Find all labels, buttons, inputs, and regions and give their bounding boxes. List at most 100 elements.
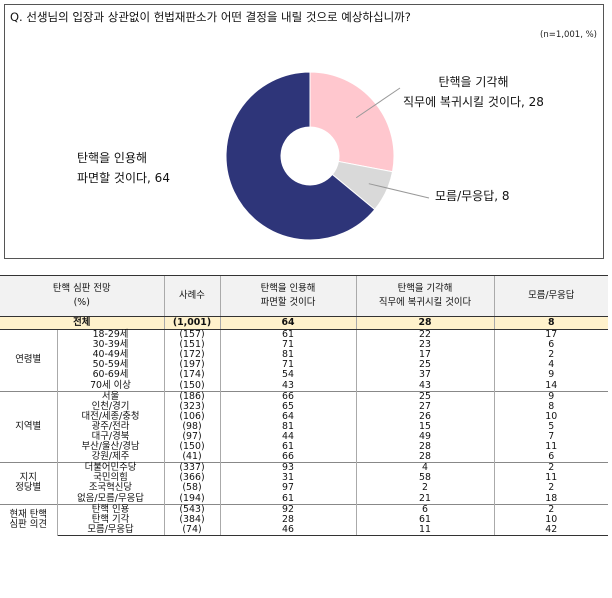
row-cite: 71 xyxy=(219,340,356,351)
label-cite-line1: 탄핵을 인용해 xyxy=(77,151,148,165)
row-dismiss: 28 xyxy=(355,442,494,453)
row-cite: 44 xyxy=(219,431,356,443)
row-dismiss: 4 xyxy=(355,462,494,474)
table-row: 지지 정당별 더불어민주당 (337) 93 4 2 xyxy=(0,462,608,505)
header-cite-line1: 탄핵을 인용해 xyxy=(260,283,316,294)
row-unknown: 17 xyxy=(493,329,608,341)
group-label-line: 연령별 xyxy=(15,354,42,366)
table-row: 광주/전라 (98) 81 15 5 xyxy=(0,420,608,432)
leader-line-dismiss xyxy=(355,87,401,119)
row-label: 조국혁신당 xyxy=(88,482,133,494)
row-dismiss: 11 xyxy=(355,525,494,536)
row-dismiss: 23 xyxy=(355,340,494,351)
table-row: 현재 탄핵 심판 의견 탄핵 인용 (543) 92 6 2 xyxy=(0,503,608,536)
row-n: (41) xyxy=(163,452,220,463)
table-row: 부산/울산/경남 (150) 61 28 11 xyxy=(0,441,608,453)
row-dismiss: 37 xyxy=(355,370,494,381)
row-dismiss: 6 xyxy=(355,503,494,515)
header-dismiss-line2: 직무에 복귀시킬 것이다 xyxy=(378,297,472,308)
group-label: 현재 탄핵 심판 의견 xyxy=(0,503,58,536)
group-label-line: 정당별 xyxy=(15,482,42,494)
row-n: (543) xyxy=(163,503,220,515)
group-label-line: 지지 xyxy=(19,472,37,484)
total-dismiss: 28 xyxy=(355,316,494,330)
crosstab-table: 탄핵 심판 전망 (%) 사례수 탄핵을 인용해 파면할 것이다 탄핵을 기각해… xyxy=(0,275,608,536)
row-unknown: 11 xyxy=(493,473,608,484)
row-unknown: 8 xyxy=(493,401,608,412)
row-n: (151) xyxy=(163,340,220,351)
slice-dismiss xyxy=(309,71,395,173)
row-dismiss: 25 xyxy=(355,390,494,402)
row-dismiss: 58 xyxy=(355,473,494,484)
row-n: (157) xyxy=(163,329,220,341)
row-unknown: 11 xyxy=(493,442,608,453)
row-dismiss: 22 xyxy=(355,329,494,341)
row-cite: 65 xyxy=(219,401,356,412)
table-row: 지역별 서울 (186) 66 25 9 xyxy=(0,390,608,463)
row-n: (97) xyxy=(163,431,220,443)
row-cite: 64 xyxy=(219,411,356,422)
table-row: 조국혁신당 (58) 97 2 2 xyxy=(0,482,608,494)
row-dismiss: 25 xyxy=(355,360,494,371)
table-row: 없음/모름/무응답 (194) 61 21 18 xyxy=(0,493,608,505)
row-n: (150) xyxy=(163,380,220,392)
row-cite: 61 xyxy=(219,493,356,505)
question-title: Q. 선생님의 입장과 상관없이 헌법재판소가 어떤 결정을 내릴 것으로 예상… xyxy=(10,10,411,24)
row-label: 광주/전라 xyxy=(91,420,130,432)
row-unknown: 6 xyxy=(493,340,608,351)
row-unknown: 6 xyxy=(493,452,608,463)
row-unknown: 14 xyxy=(493,380,608,392)
row-dismiss: 21 xyxy=(355,493,494,505)
row-cite: 93 xyxy=(219,462,356,474)
row-label: 18-29세 xyxy=(57,329,164,341)
row-label: 인천/경기 xyxy=(91,400,130,412)
row-n: (174) xyxy=(163,370,220,381)
row-cite: 46 xyxy=(219,525,356,536)
row-label: 탄핵 기각 xyxy=(91,513,130,525)
row-n: (172) xyxy=(163,350,220,361)
row-unknown: 2 xyxy=(493,350,608,361)
row-dismiss: 2 xyxy=(355,483,494,494)
group-label-line: 심판 의견 xyxy=(9,518,47,530)
chart-panel: Q. 선생님의 입장과 상관없이 헌법재판소가 어떤 결정을 내릴 것으로 예상… xyxy=(4,4,604,259)
row-label: 40-49세 xyxy=(92,349,129,361)
row-dismiss: 43 xyxy=(355,380,494,392)
table-row: 40-49세 (172) 81 17 2 xyxy=(0,349,608,361)
row-cite: 97 xyxy=(219,483,356,494)
table-row: 강원/제주 (41) 66 28 6 xyxy=(0,452,608,463)
header-unit: (%) xyxy=(73,297,90,308)
header-dismiss: 탄핵을 기각해 직무에 복귀시킬 것이다 xyxy=(355,275,494,317)
group-label-line: 지역별 xyxy=(15,420,42,432)
table-row: 대구/경북 (97) 44 49 7 xyxy=(0,431,608,443)
table-row: 60-69세 (174) 54 37 9 xyxy=(0,369,608,381)
row-cite: 71 xyxy=(219,360,356,371)
table-row: 탄핵 기각 (384) 28 61 10 xyxy=(0,513,608,525)
row-unknown: 4 xyxy=(493,360,608,371)
row-cite: 92 xyxy=(219,503,356,515)
row-unknown: 18 xyxy=(493,493,608,505)
group-label-line: 현재 탄핵 xyxy=(9,508,47,520)
table-row: 70세 이상 (150) 43 43 14 xyxy=(0,380,608,392)
row-unknown: 9 xyxy=(493,390,608,402)
row-dismiss: 26 xyxy=(355,411,494,422)
group-label: 연령별 xyxy=(0,329,58,392)
row-unknown: 9 xyxy=(493,370,608,381)
row-n: (337) xyxy=(163,462,220,474)
row-cite: 61 xyxy=(219,442,356,453)
row-n: (197) xyxy=(163,360,220,371)
row-label: 부산/울산/경남 xyxy=(81,441,140,453)
row-unknown: 2 xyxy=(493,462,608,474)
row-cite: 43 xyxy=(219,380,356,392)
row-unknown: 7 xyxy=(493,431,608,443)
row-label: 60-69세 xyxy=(92,369,129,381)
row-n: (98) xyxy=(163,421,220,432)
donut-chart xyxy=(225,71,430,241)
row-cite: 81 xyxy=(219,350,356,361)
row-dismiss: 28 xyxy=(355,452,494,463)
total-label: 전체 xyxy=(0,316,164,330)
header-cite-line2: 파면할 것이다 xyxy=(260,297,316,308)
row-label: 서울 xyxy=(57,390,164,402)
row-cite: 28 xyxy=(219,514,356,525)
row-n: (74) xyxy=(163,525,220,536)
row-label: 30-39세 xyxy=(92,339,129,351)
